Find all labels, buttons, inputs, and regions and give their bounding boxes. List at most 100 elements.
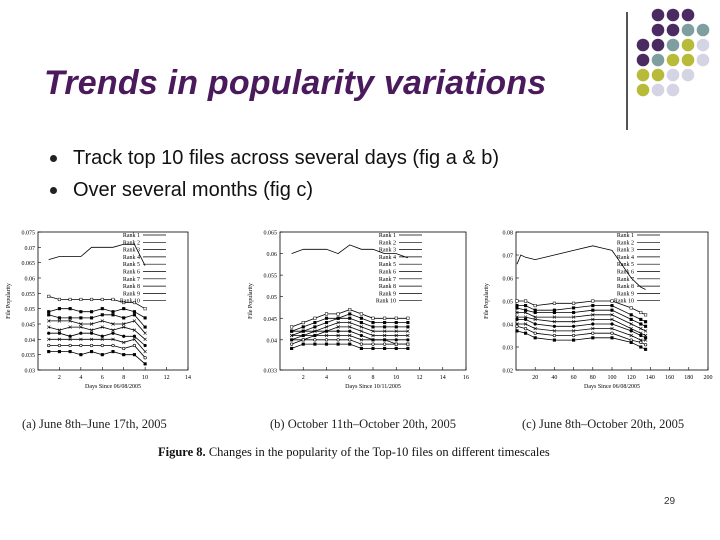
data-point bbox=[348, 320, 352, 325]
data-point bbox=[406, 321, 410, 325]
legend-label: Rank 10 bbox=[120, 299, 140, 305]
title-divider bbox=[626, 12, 628, 130]
data-point bbox=[348, 333, 352, 338]
data-point bbox=[143, 331, 147, 335]
legend-label: Rank 8 bbox=[379, 284, 396, 290]
data-point bbox=[524, 299, 528, 303]
series-line bbox=[516, 325, 646, 346]
data-point bbox=[629, 340, 633, 344]
data-point bbox=[336, 342, 340, 346]
data-point bbox=[610, 308, 614, 312]
data-point bbox=[644, 343, 648, 347]
data-point bbox=[57, 316, 61, 320]
data-point bbox=[100, 297, 104, 302]
data-point bbox=[394, 333, 398, 338]
data-point bbox=[406, 316, 410, 320]
data-point bbox=[348, 329, 352, 333]
bullet-item: Track top 10 files across several days (… bbox=[50, 142, 499, 174]
data-point bbox=[515, 322, 519, 326]
data-point bbox=[639, 338, 643, 342]
legend-label: Rank 10 bbox=[614, 299, 634, 305]
bullet-text: Track top 10 files across several days (… bbox=[73, 146, 500, 169]
data-point bbox=[122, 322, 126, 326]
data-point bbox=[406, 342, 410, 346]
series-line bbox=[516, 307, 646, 327]
series-line bbox=[48, 308, 146, 319]
data-point bbox=[406, 346, 410, 350]
data-point bbox=[629, 326, 633, 331]
data-point bbox=[100, 353, 104, 357]
decor-dot bbox=[651, 68, 665, 82]
data-point bbox=[515, 317, 519, 321]
y-tick-label: 0.04 bbox=[267, 338, 278, 344]
data-point bbox=[643, 338, 648, 342]
data-point bbox=[301, 342, 305, 346]
data-point bbox=[336, 325, 340, 329]
data-point bbox=[610, 331, 614, 335]
data-point bbox=[313, 342, 317, 346]
bullet-text: Over several months (fig c) bbox=[73, 178, 314, 201]
y-tick-label: 0.065 bbox=[264, 231, 278, 237]
data-point bbox=[68, 337, 72, 342]
data-point bbox=[301, 329, 305, 333]
bullet-dot-icon bbox=[50, 154, 57, 162]
data-point bbox=[523, 322, 528, 326]
data-point bbox=[301, 333, 305, 338]
x-tick-label: 12 bbox=[164, 375, 170, 381]
data-point bbox=[143, 337, 147, 342]
data-point bbox=[523, 326, 528, 331]
x-tick-label: 2 bbox=[302, 375, 305, 381]
data-point bbox=[290, 325, 294, 329]
decor-dot bbox=[696, 38, 710, 52]
data-point bbox=[143, 362, 147, 366]
slide-title: Trends in popularity variations bbox=[44, 64, 547, 102]
data-point bbox=[572, 306, 576, 310]
data-point bbox=[591, 331, 595, 335]
data-point bbox=[394, 325, 398, 329]
data-point bbox=[111, 350, 115, 354]
page-number: 29 bbox=[664, 496, 676, 507]
data-point bbox=[591, 304, 595, 308]
data-point bbox=[301, 338, 305, 342]
decor-dot bbox=[681, 53, 695, 67]
data-point bbox=[100, 334, 104, 338]
data-point bbox=[359, 342, 363, 346]
legend-label: Rank 6 bbox=[123, 270, 140, 276]
data-point bbox=[143, 349, 147, 354]
data-point bbox=[111, 313, 115, 317]
series-line bbox=[48, 345, 146, 358]
data-point bbox=[111, 297, 115, 302]
data-point bbox=[132, 353, 136, 357]
data-point bbox=[47, 350, 51, 354]
data-point bbox=[132, 337, 137, 342]
data-point bbox=[79, 310, 83, 314]
data-point bbox=[523, 317, 528, 321]
data-point bbox=[639, 326, 643, 331]
legend-label: Rank 6 bbox=[379, 270, 396, 276]
data-point bbox=[289, 333, 294, 338]
y-tick-label: 0.07 bbox=[503, 254, 514, 260]
data-point bbox=[122, 300, 126, 305]
x-axis-label: Days Since 06/08/2005 bbox=[85, 384, 141, 390]
data-point bbox=[289, 338, 294, 342]
data-point bbox=[324, 316, 329, 320]
bullet-item: Over several months (fig c) bbox=[50, 174, 499, 206]
series-line bbox=[48, 320, 146, 334]
legend-label: Rank 3 bbox=[123, 248, 140, 254]
data-point bbox=[79, 297, 83, 302]
data-point bbox=[111, 337, 115, 342]
data-point bbox=[533, 317, 537, 322]
data-point bbox=[57, 307, 61, 311]
data-point bbox=[313, 329, 317, 333]
x-tick-label: 2 bbox=[58, 375, 61, 381]
data-point bbox=[639, 333, 643, 338]
data-point bbox=[336, 320, 340, 325]
data-point bbox=[639, 331, 643, 335]
x-tick-label: 60 bbox=[571, 375, 577, 381]
data-point bbox=[571, 329, 576, 333]
data-point bbox=[122, 316, 126, 320]
decor-dot bbox=[696, 53, 710, 67]
data-point bbox=[57, 331, 62, 335]
chart-b-svg: 0.033 0.04 0.045 0.05 0.055 0.06 0.065 2 4 6 8 10 12… bbox=[248, 231, 469, 391]
data-point bbox=[371, 316, 375, 320]
